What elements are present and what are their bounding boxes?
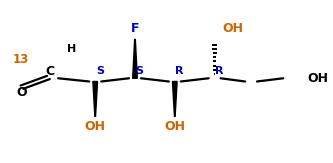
Text: R: R	[215, 66, 223, 76]
Text: O: O	[16, 86, 27, 98]
Text: OH: OH	[307, 72, 328, 85]
Text: OH: OH	[85, 120, 106, 133]
Text: OH: OH	[222, 22, 243, 35]
Text: F: F	[131, 22, 139, 35]
Text: R: R	[175, 66, 183, 76]
Text: S: S	[135, 66, 143, 76]
Text: S: S	[96, 66, 104, 76]
Text: C: C	[45, 65, 54, 78]
Polygon shape	[172, 82, 177, 116]
Text: OH: OH	[164, 120, 185, 133]
Text: 13: 13	[13, 53, 29, 66]
Polygon shape	[133, 39, 137, 78]
Text: H: H	[67, 44, 77, 54]
Polygon shape	[93, 82, 98, 116]
